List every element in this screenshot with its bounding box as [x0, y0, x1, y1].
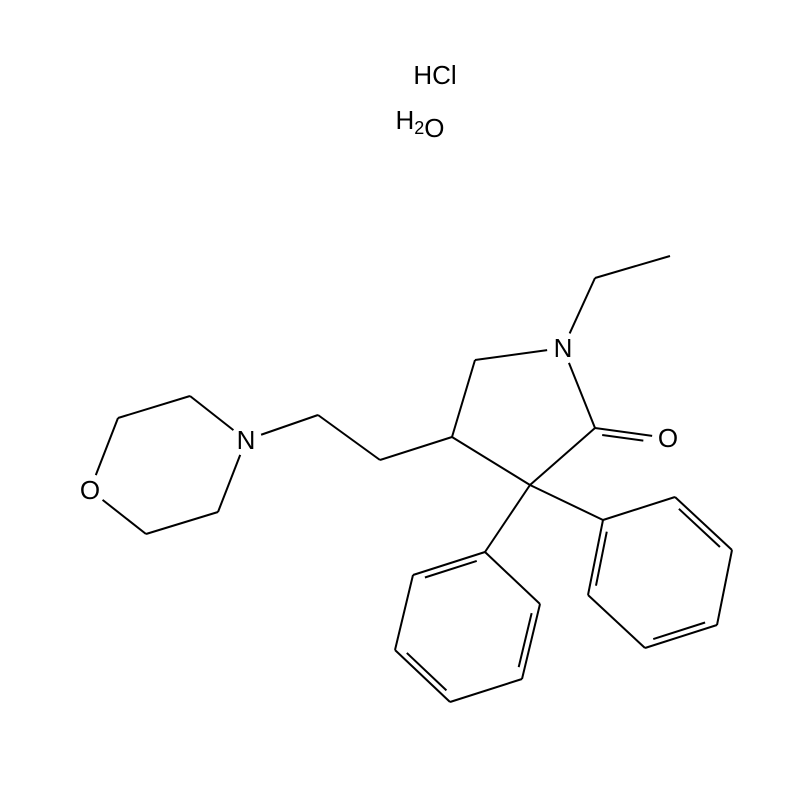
atom-label-o: O — [658, 423, 678, 453]
bond — [602, 435, 643, 441]
bond — [407, 653, 447, 690]
bond — [190, 396, 233, 430]
bond — [603, 497, 675, 520]
molecule-canvas: O N N O HCl H2O — [0, 0, 800, 800]
atom-label-n: N — [554, 333, 573, 363]
bond — [595, 256, 670, 278]
bond — [530, 485, 603, 520]
bond — [452, 360, 475, 437]
bond — [103, 500, 146, 534]
bond — [118, 396, 190, 418]
bond — [475, 350, 547, 360]
bond — [395, 650, 450, 702]
bond — [519, 613, 532, 667]
formula-h2o: H2O — [395, 105, 444, 143]
bond — [452, 437, 530, 485]
bond — [570, 278, 595, 333]
atom-label-o: O — [80, 475, 100, 505]
bond — [380, 437, 452, 460]
bond — [569, 363, 595, 428]
bond — [450, 679, 522, 702]
atom-label-n: N — [237, 425, 256, 455]
bond — [413, 552, 485, 575]
bond — [261, 415, 318, 435]
bond — [485, 485, 530, 552]
bonds-layer — [96, 256, 732, 702]
bond — [395, 575, 413, 650]
bond — [717, 550, 732, 625]
bond — [679, 509, 720, 547]
bond — [645, 625, 717, 648]
formula-hcl: HCl — [413, 60, 456, 90]
bond — [218, 455, 240, 512]
bond — [675, 497, 732, 550]
bond — [318, 415, 380, 460]
bond — [485, 552, 540, 604]
bond — [96, 418, 118, 475]
bond — [530, 428, 595, 485]
bond — [146, 512, 218, 534]
formulas-layer: HCl H2O — [395, 60, 456, 143]
bond — [588, 595, 645, 648]
bond — [596, 532, 607, 586]
